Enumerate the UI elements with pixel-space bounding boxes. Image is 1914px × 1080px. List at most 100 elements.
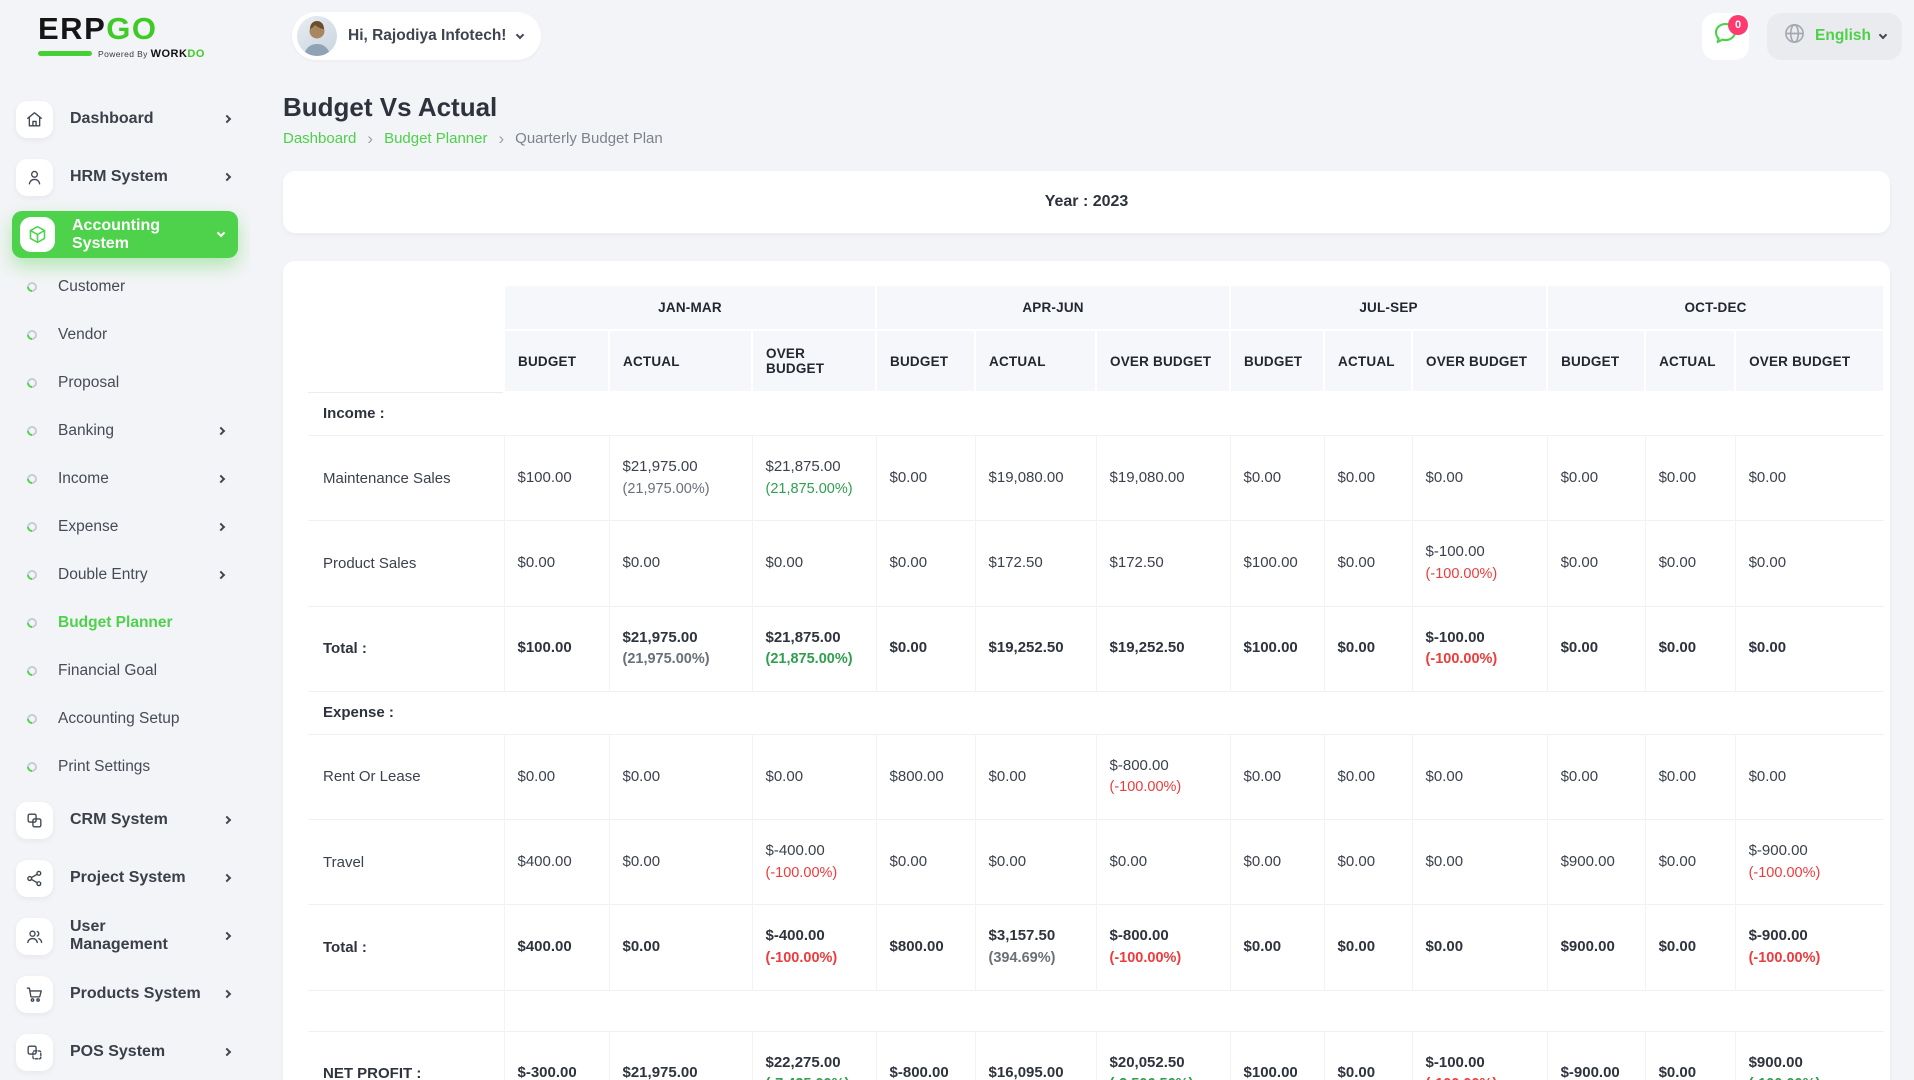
bullet-icon bbox=[24, 759, 40, 775]
share-nodes-icon bbox=[16, 859, 53, 897]
value-cell: $-400.00 (-100.00%) bbox=[751, 818, 877, 905]
sidebar: Dashboard HRM System Accounting System Cust… bbox=[0, 72, 250, 1080]
value-cell: $-400.00 (-100.00%) bbox=[751, 904, 877, 990]
sidebar-item-label: User Management bbox=[70, 918, 168, 953]
row-label: Total : bbox=[308, 904, 504, 990]
logo-bar bbox=[38, 51, 92, 56]
user-menu-button[interactable]: Hi, Rajodiya Infotech! bbox=[292, 12, 542, 60]
value-cell: $0.00 bbox=[875, 520, 976, 606]
chevron-right-icon bbox=[222, 873, 232, 883]
value-cell: $0.00 bbox=[1546, 434, 1646, 521]
chevron-right-icon bbox=[216, 570, 226, 580]
value-cell: $0.00 bbox=[974, 733, 1097, 820]
bullet-icon bbox=[24, 567, 40, 583]
column-header-apr-jun-actual: ACTUAL bbox=[974, 329, 1098, 393]
language-selector[interactable]: English bbox=[1767, 12, 1902, 60]
sidebar-item-accounting-system[interactable]: Accounting System bbox=[12, 211, 238, 258]
sidebar-item-hrm-system[interactable]: HRM System bbox=[0, 148, 250, 206]
sidebar-item-vendor[interactable]: Vendor bbox=[0, 311, 250, 359]
year-filter-card: Year : 2023 bbox=[283, 171, 1890, 233]
value-cell: $0.00 bbox=[608, 818, 752, 905]
sidebar-item-double-entry[interactable]: Double Entry bbox=[0, 551, 250, 599]
value-cell: $900.00 bbox=[1546, 818, 1646, 905]
sidebar-item-label: Proposal bbox=[58, 374, 120, 391]
table-row-income-product-sales: Product Sales $0.00 $0.00 $0.00 $0.00 $172.50… bbox=[308, 520, 1885, 606]
bullet-icon bbox=[24, 375, 40, 391]
value-cell: $0.00 bbox=[1095, 818, 1231, 905]
top-bar: ERPGO Powered By WORKDO Hi, Rajodiya Inf… bbox=[0, 0, 1914, 72]
table-corner-cell bbox=[308, 285, 505, 393]
chevron-down-icon bbox=[1878, 30, 1888, 39]
value-cell: $-900.00 (-100.00%) bbox=[1734, 818, 1885, 905]
sidebar-item-customer[interactable]: Customer bbox=[0, 263, 250, 311]
sidebar-item-expense[interactable]: Expense bbox=[0, 503, 250, 551]
logo-go: GO bbox=[106, 10, 158, 46]
sidebar-item-pos-system[interactable]: POS System bbox=[0, 1023, 250, 1080]
home-icon bbox=[16, 100, 53, 138]
value-cell: $22,275.00(-7,425.00%) bbox=[751, 1030, 877, 1080]
row-label: Travel bbox=[308, 818, 504, 905]
column-header-apr-jun-over-budget: OVER BUDGET bbox=[1095, 329, 1232, 393]
value-cell: $0.00 bbox=[1644, 520, 1736, 606]
sidebar-menu: Dashboard HRM System Accounting System Cust… bbox=[0, 90, 250, 1080]
sidebar-item-proposal[interactable]: Proposal bbox=[0, 359, 250, 407]
sidebar-item-income[interactable]: Income bbox=[0, 455, 250, 503]
sidebar-item-banking[interactable]: Banking bbox=[0, 407, 250, 455]
language-label: English bbox=[1815, 27, 1871, 44]
breadcrumb-separator: › bbox=[367, 129, 374, 148]
sidebar-item-label: Products System bbox=[70, 985, 201, 1002]
breadcrumb-current: Quarterly Budget Plan bbox=[515, 130, 663, 147]
row-label: Product Sales bbox=[308, 520, 504, 606]
sidebar-item-crm-system[interactable]: CRM System bbox=[0, 791, 250, 849]
sidebar-item-user-management[interactable]: User Management bbox=[0, 907, 250, 965]
value-cell: $19,252.50 bbox=[1095, 605, 1231, 692]
cart-icon bbox=[16, 975, 53, 1013]
column-header-jul-sep-over-budget: OVER BUDGET bbox=[1411, 329, 1549, 393]
sidebar-item-products-system[interactable]: Products System bbox=[0, 965, 250, 1023]
value-cell: $0.00 bbox=[1734, 733, 1885, 820]
value-cell: $0.00 bbox=[1411, 904, 1548, 990]
row-label: Rent Or Lease bbox=[308, 733, 504, 820]
breadcrumb-link-dashboard[interactable]: Dashboard bbox=[283, 130, 357, 147]
sidebar-item-budget-planner[interactable]: Budget Planner bbox=[0, 599, 250, 647]
sidebar-item-dashboard[interactable]: Dashboard bbox=[0, 90, 250, 148]
value-cell: $0.00 bbox=[1546, 733, 1646, 820]
value-cell: $0.00 bbox=[875, 605, 976, 692]
sidebar-item-accounting-setup[interactable]: Accounting Setup bbox=[0, 695, 250, 743]
users-icon bbox=[16, 917, 53, 955]
value-cell: $400.00 bbox=[503, 818, 609, 905]
sidebar-item-financial-goal[interactable]: Financial Goal bbox=[0, 647, 250, 695]
column-header-oct-dec-budget: BUDGET bbox=[1546, 329, 1647, 393]
value-cell: $0.00 bbox=[608, 733, 752, 820]
logo-tagline: Powered By WORKDO bbox=[38, 48, 250, 60]
value-cell: $0.00 bbox=[1644, 1030, 1736, 1080]
value-cell: $0.00 bbox=[1644, 605, 1736, 692]
user-avatar bbox=[297, 16, 337, 56]
sidebar-item-project-system[interactable]: Project System bbox=[0, 849, 250, 907]
value-cell: $0.00 bbox=[503, 520, 609, 606]
budget-vs-actual-table: JAN-MAR APR-JUN JUL-SEP OCT-DEC BUDGET ACTUAL… bbox=[308, 284, 1886, 1080]
column-header-jul-sep-budget: BUDGET bbox=[1229, 329, 1326, 393]
value-cell: $0.00 bbox=[1734, 520, 1885, 606]
value-cell: $16,095.00 bbox=[974, 1030, 1097, 1080]
value-cell: $21,975.00 (21,975.00%) bbox=[608, 434, 752, 521]
value-cell: $172.50 bbox=[1095, 520, 1231, 606]
sidebar-item-label: Budget Planner bbox=[58, 614, 173, 631]
value-cell: $0.00 bbox=[1411, 434, 1548, 521]
logo-text: ERPGO bbox=[38, 13, 250, 44]
value-cell: $800.00 bbox=[875, 733, 976, 820]
value-cell: $0.00 bbox=[608, 520, 752, 606]
table-row-net-profit: NET PROFIT : $-300.00 $21,975.00 $22,275.00… bbox=[308, 1030, 1885, 1080]
sidebar-item-print-settings[interactable]: Print Settings bbox=[0, 743, 250, 791]
row-label: Total : bbox=[308, 605, 504, 692]
breadcrumb-link-budget-planner[interactable]: Budget Planner bbox=[384, 130, 488, 147]
table-row-expense-rent-or-lease: Rent Or Lease $0.00 $0.00 $0.00 $800.00 $0.00… bbox=[308, 733, 1885, 820]
sidebar-item-label: Project System bbox=[70, 869, 186, 886]
sidebar-item-label: Print Settings bbox=[58, 758, 151, 775]
section-row-income: Income : bbox=[308, 391, 1885, 436]
sidebar-item-label: Income bbox=[58, 470, 109, 487]
messages-button[interactable]: 0 bbox=[1702, 12, 1750, 60]
chevron-right-icon bbox=[222, 1047, 232, 1057]
value-cell: $0.00 bbox=[1323, 605, 1413, 692]
value-cell: $-100.00(-100.00%) bbox=[1411, 1030, 1548, 1080]
